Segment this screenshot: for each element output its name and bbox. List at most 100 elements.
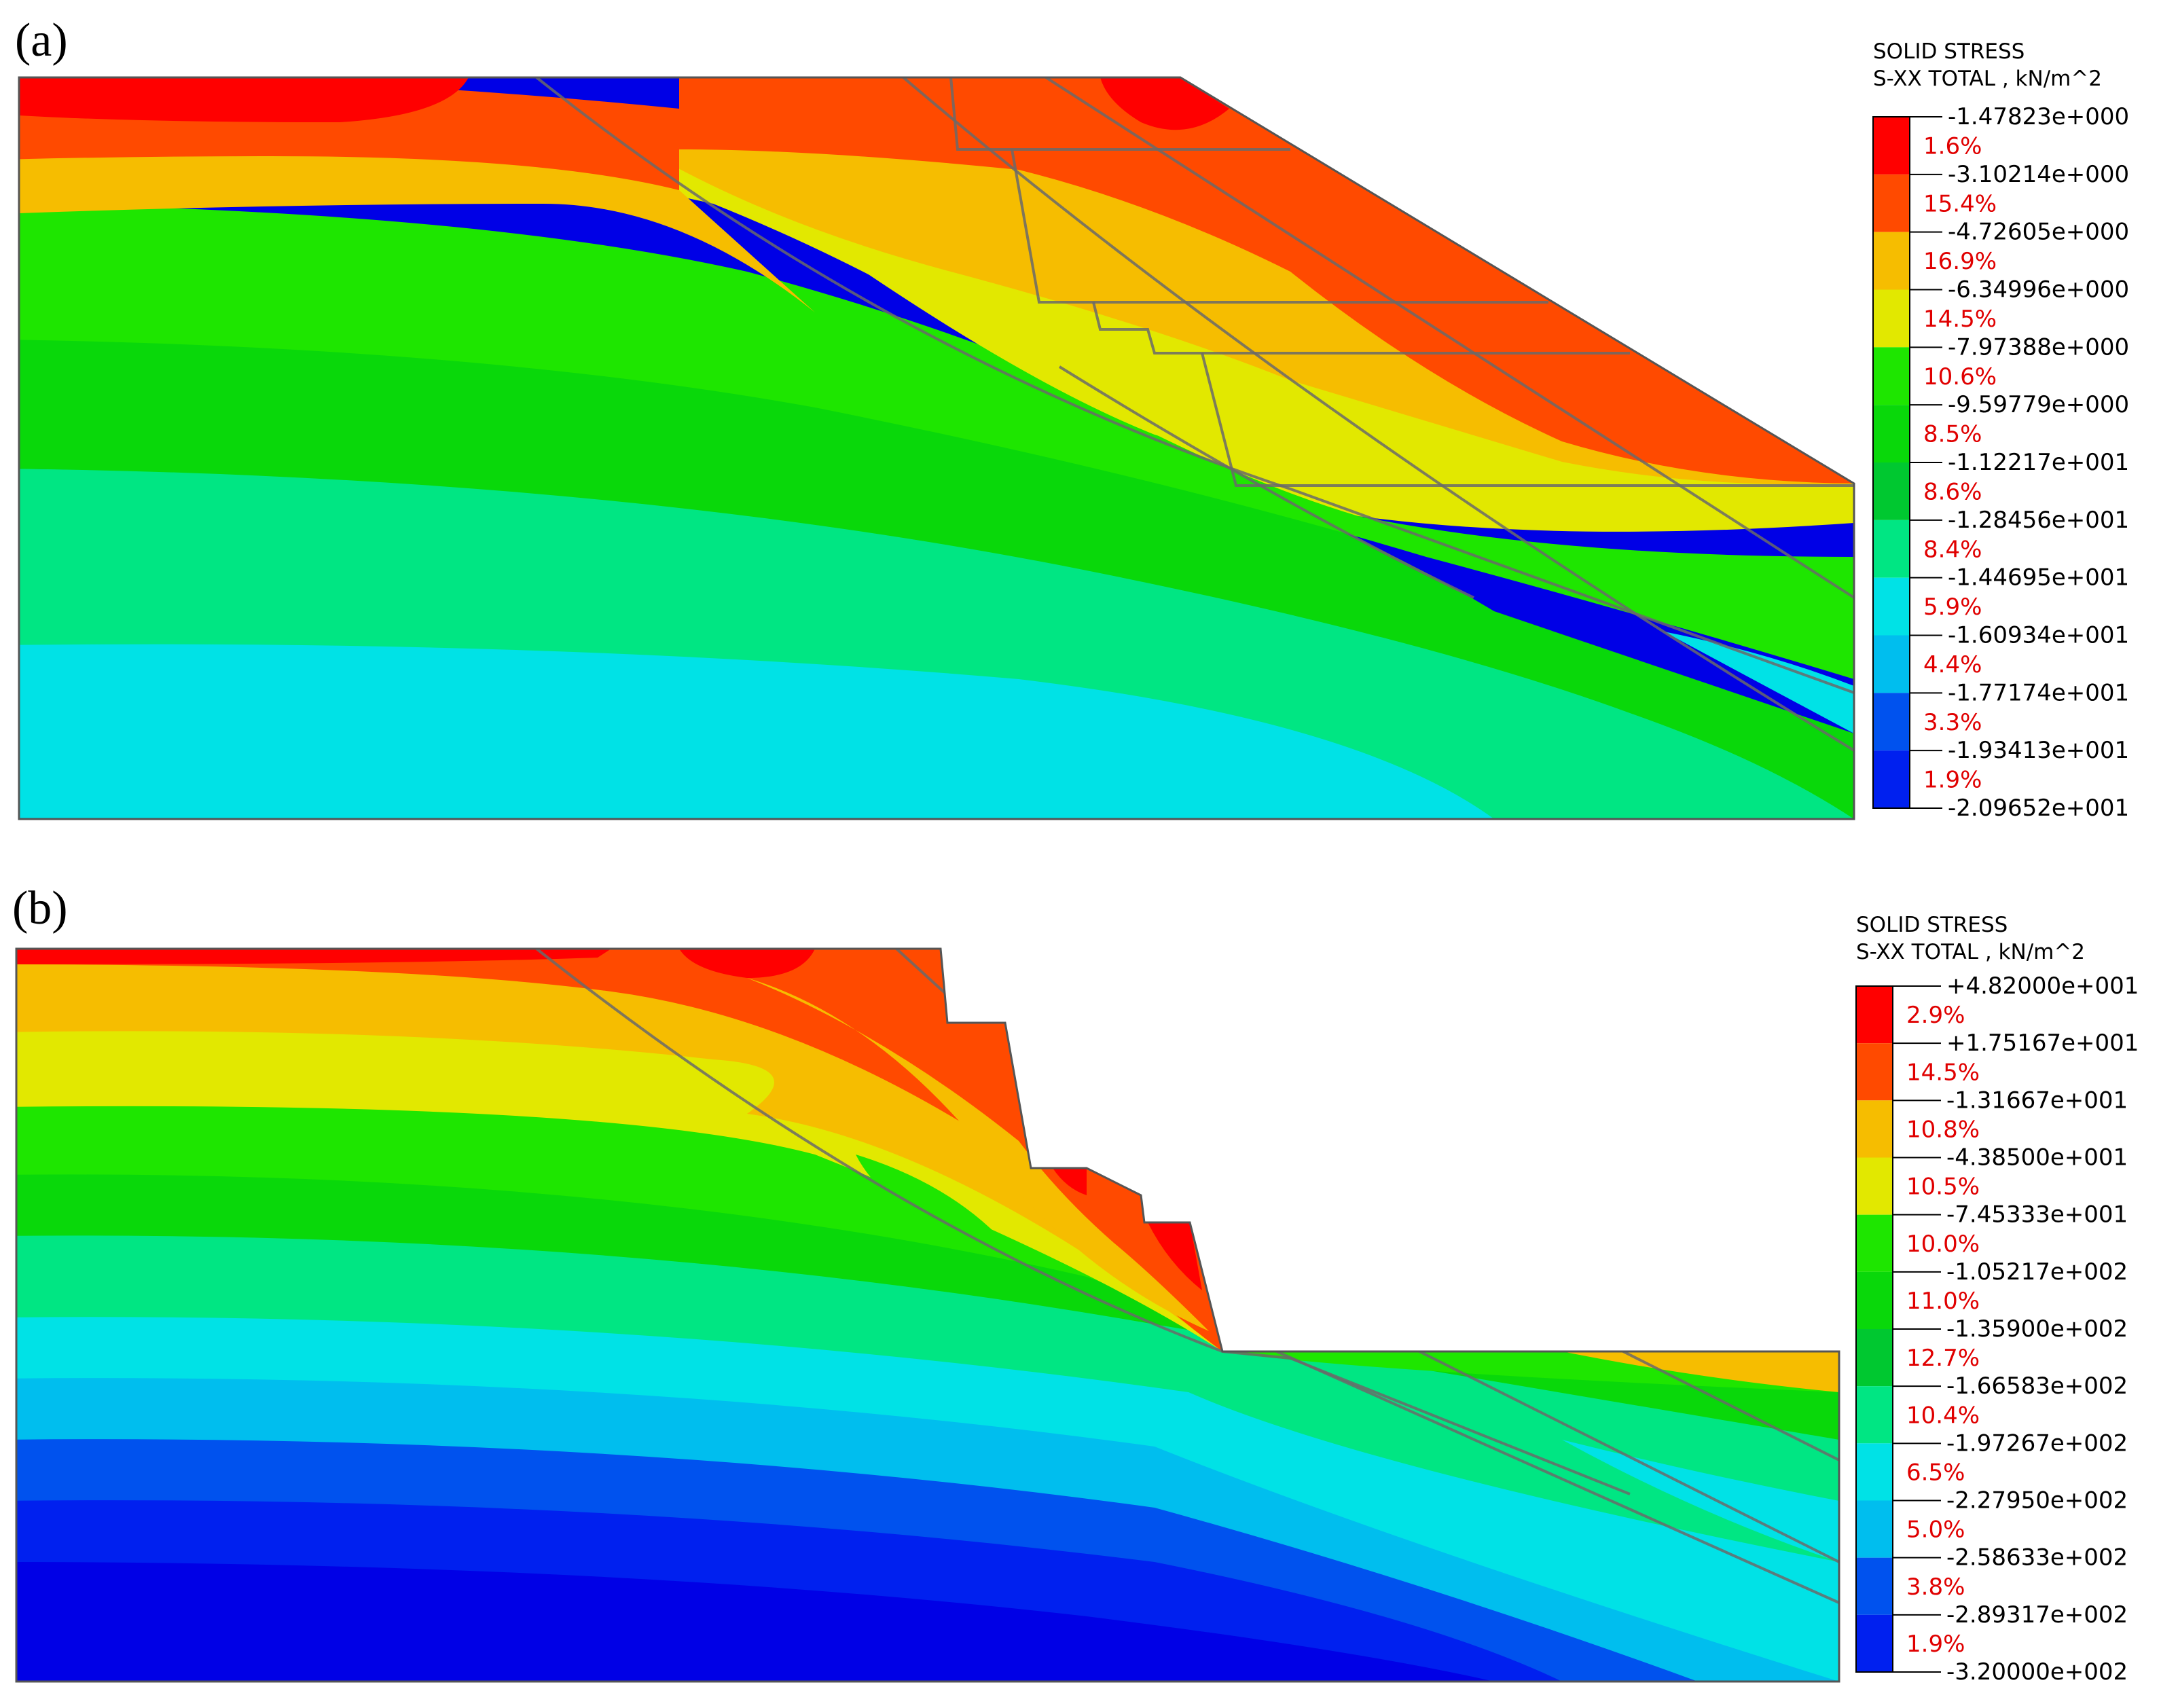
legend-swatch — [1873, 750, 1910, 808]
legend-swatch — [1873, 405, 1910, 462]
legend-percent: 3.3% — [1923, 709, 1982, 736]
band — [1148, 1222, 1202, 1290]
joint-line — [1622, 1350, 1839, 1461]
legend-swatch — [1873, 462, 1910, 520]
legend-value: -1.05217e+002 — [1946, 1258, 2128, 1286]
legend-swatch — [1856, 1043, 1893, 1101]
legend-value: -9.59779e+000 — [1948, 391, 2129, 418]
legend-swatch — [1856, 1557, 1893, 1615]
legend-value: -3.20000e+002 — [1946, 1658, 2128, 1686]
legend-value: -1.28456e+001 — [1948, 507, 2129, 534]
legend-swatch — [1856, 1614, 1893, 1672]
legend-swatch — [1873, 117, 1910, 175]
legend-value: +4.82000e+001 — [1946, 973, 2139, 1000]
joint-line — [949, 77, 1290, 151]
legend-swatch — [1856, 1386, 1893, 1444]
legend-value: -1.60934e+001 — [1948, 622, 2129, 649]
joint-line — [902, 77, 1854, 752]
band — [19, 204, 1854, 679]
band — [19, 77, 469, 122]
legend-value: -4.38500e+001 — [1946, 1144, 2128, 1171]
legend-percent: 8.5% — [1923, 421, 1982, 448]
panel-b-joint-lines — [535, 949, 1839, 1604]
band — [19, 469, 1854, 819]
legend-percent: 10.5% — [1906, 1174, 1980, 1201]
legend-percent: 1.6% — [1923, 132, 1982, 160]
legend-percent: 8.4% — [1923, 536, 1982, 563]
legend-title-line1: SOLID STRESS — [1873, 39, 2025, 64]
legend-swatch — [1856, 1157, 1893, 1215]
legend-title-line2: S-XX TOTAL , kN/m^2 — [1873, 67, 2102, 91]
panel-a-slope-outline — [18, 76, 1855, 820]
legend-percent: 2.9% — [1906, 1002, 1965, 1029]
legend-percent: 14.5% — [1923, 306, 1997, 333]
legend-value: -2.89317e+002 — [1946, 1601, 2128, 1629]
legend-percent: 1.9% — [1923, 767, 1982, 794]
joint-line — [1222, 1350, 1631, 1495]
band — [1562, 1351, 1839, 1392]
legend-percent: 10.0% — [1906, 1231, 1980, 1258]
legend-percent: 10.8% — [1906, 1116, 1980, 1143]
legend-swatch — [1873, 232, 1910, 290]
legend-swatch — [1856, 1100, 1893, 1158]
legend-value: +1.75167e+001 — [1946, 1030, 2139, 1057]
panel-b: (b) — [12, 882, 2139, 1686]
legend-swatch — [1873, 289, 1910, 348]
panel-a-label: (a) — [15, 14, 68, 67]
legend-value: -4.72605e+000 — [1948, 219, 2129, 246]
legend-swatch — [1856, 1214, 1893, 1272]
band — [1053, 1168, 1087, 1195]
joint-line — [1058, 365, 1474, 599]
joint-line — [1276, 1350, 1839, 1604]
legend-title-line1: SOLID STRESS — [1856, 913, 2008, 937]
band — [1562, 1440, 1839, 1562]
legend-value: -1.93413e+001 — [1948, 737, 2129, 764]
legend-percent: 3.8% — [1906, 1574, 1965, 1601]
band — [19, 340, 1854, 819]
legend-percent: 11.0% — [1906, 1288, 1980, 1315]
legend-swatch — [1856, 986, 1893, 1044]
band — [856, 1155, 998, 1236]
legend-swatch — [1873, 635, 1910, 693]
legend-swatch — [1873, 174, 1910, 232]
legend-value: -7.97388e+000 — [1948, 333, 2129, 361]
joint-line — [895, 949, 952, 1000]
legend-scale: 1.6% 15.4% 16.9% 14.5% 10.6% 8.5% 8.6% 8.4% 5.9%… — [1872, 103, 2129, 822]
legend-value: -1.44695e+001 — [1948, 564, 2129, 592]
panel-b-label: (b) — [12, 882, 68, 934]
band — [679, 949, 815, 978]
legend-value: -1.35900e+002 — [1946, 1315, 2128, 1343]
joint-line — [1011, 149, 1548, 304]
legend-percent: 16.9% — [1923, 248, 1997, 275]
joint-line — [1092, 302, 1630, 355]
legend-percent: 1.9% — [1906, 1631, 1965, 1658]
legend-swatch — [1873, 577, 1910, 636]
legend-percent: 15.4% — [1923, 190, 1997, 217]
legend-percent: 5.0% — [1906, 1516, 1965, 1544]
legend-swatch — [1856, 1271, 1893, 1329]
legend-percent: 4.4% — [1923, 651, 1982, 678]
band — [679, 77, 1854, 484]
band — [16, 949, 611, 964]
legend-percent: 14.5% — [1906, 1059, 1980, 1086]
legend-value: -1.66583e+002 — [1946, 1373, 2128, 1400]
legend-percent: 5.9% — [1923, 594, 1982, 621]
legend-percent: 10.6% — [1923, 363, 1997, 390]
legend-value: -1.12217e+001 — [1948, 449, 2129, 476]
panel-b-legend: SOLID STRESS S-XX TOTAL , kN/m^2 2.9% 14.… — [1855, 913, 2139, 1686]
legend-percent: 6.5% — [1906, 1459, 1965, 1486]
joint-line — [535, 77, 1854, 694]
legend-value: -3.10214e+000 — [1948, 161, 2129, 188]
band — [1100, 77, 1229, 130]
legend-swatch — [1873, 347, 1910, 405]
joint-line — [535, 949, 1223, 1353]
joint-line — [1045, 77, 1854, 599]
panel-a-legend: SOLID STRESS S-XX TOTAL , kN/m^2 1.6% 15.… — [1872, 39, 2129, 822]
legend-percent: 10.4% — [1906, 1402, 1980, 1429]
legend-swatch — [1856, 1443, 1893, 1501]
legend-value: -1.77174e+001 — [1948, 679, 2129, 706]
legend-title-line2: S-XX TOTAL , kN/m^2 — [1856, 940, 2085, 964]
band — [1664, 632, 1854, 733]
band — [747, 978, 1209, 1331]
